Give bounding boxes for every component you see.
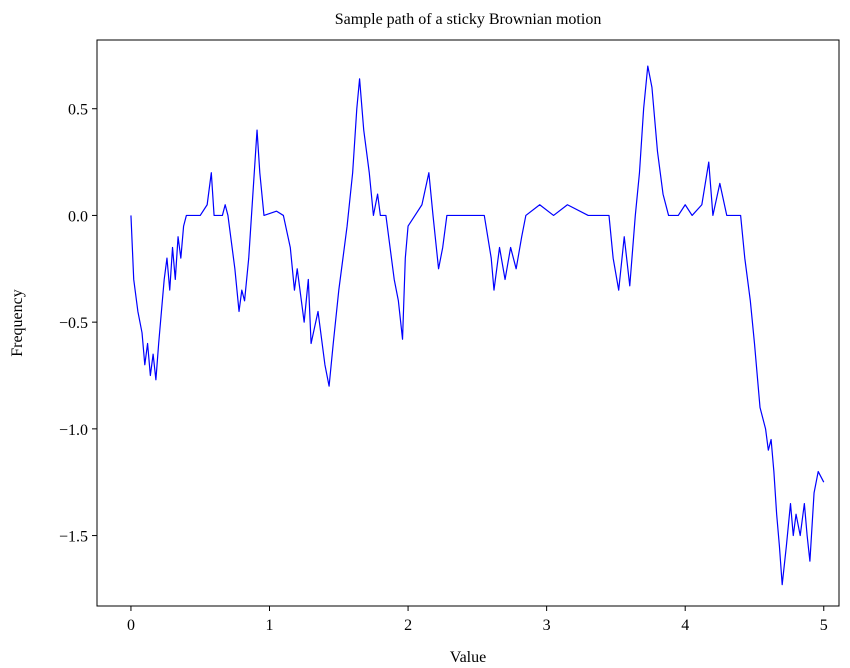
y-axis-label: Frequency — [9, 289, 26, 357]
x-tick-label: 2 — [404, 617, 412, 634]
y-tick-label: 0.0 — [68, 208, 88, 225]
x-tick-label: 4 — [681, 617, 689, 634]
x-tick-label: 0 — [127, 617, 135, 634]
y-tick-label: 0.5 — [68, 102, 88, 119]
y-tick-label: −1.5 — [59, 529, 88, 546]
plot-frame — [96, 39, 840, 607]
y-tick-label: −1.0 — [59, 422, 88, 439]
x-tick-label: 1 — [266, 617, 274, 634]
chart-title: Sample path of a sticky Brownian motion — [335, 11, 602, 28]
y-tick-label: −0.5 — [59, 315, 88, 332]
line-series — [130, 65, 825, 586]
x-axis-label: Value — [450, 649, 486, 666]
x-tick-label: 3 — [543, 617, 551, 634]
x-tick-label: 5 — [820, 617, 828, 634]
